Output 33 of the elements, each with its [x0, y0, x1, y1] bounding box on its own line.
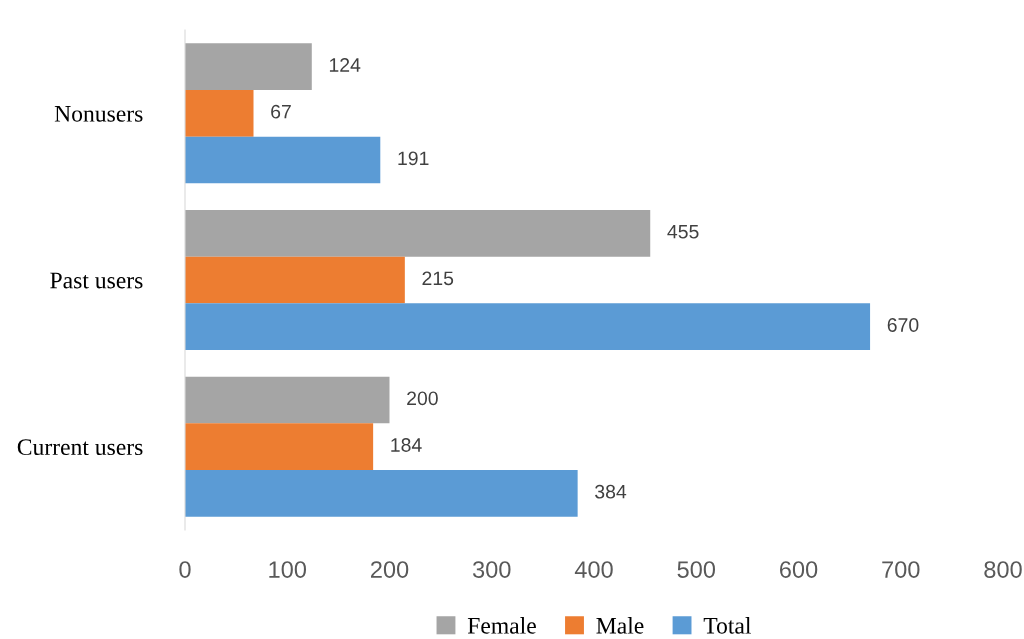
- bar: [185, 256, 405, 304]
- bar: [185, 136, 381, 184]
- data-label: 384: [595, 484, 627, 499]
- x-tick-label: 200: [370, 561, 409, 578]
- legend-label: Male: [596, 617, 644, 634]
- data-label: 455: [667, 224, 699, 239]
- bar: [185, 43, 312, 90]
- bar: [185, 303, 871, 350]
- bar: [185, 90, 254, 137]
- x-tick-label: 400: [574, 561, 613, 578]
- x-tick-label: 500: [677, 561, 716, 578]
- data-label: 200: [407, 391, 438, 406]
- data-label: 67: [271, 104, 291, 119]
- data-label: 215: [422, 271, 454, 286]
- legend-label: Total: [703, 617, 751, 634]
- y-tick-label: Current users: [17, 439, 143, 456]
- x-tick-label: 100: [269, 561, 307, 578]
- x-tick-label: 300: [472, 561, 511, 578]
- bar: [185, 210, 651, 257]
- data-label: 184: [391, 438, 422, 452]
- bar: [185, 423, 374, 470]
- bar: [185, 376, 390, 424]
- bar: [185, 470, 578, 517]
- legend-label: Female: [467, 617, 536, 634]
- x-tick-label: 700: [882, 561, 920, 578]
- y-tick-label: Nonusers: [54, 106, 143, 122]
- x-tick-label: 800: [984, 561, 1022, 578]
- x-tick-label: 600: [780, 561, 818, 578]
- data-label: 670: [887, 318, 919, 332]
- y-tick-label: Past users: [50, 272, 143, 289]
- x-tick-label: 0: [179, 561, 191, 578]
- data-label: 124: [329, 58, 361, 72]
- data-label: 191: [398, 151, 429, 166]
